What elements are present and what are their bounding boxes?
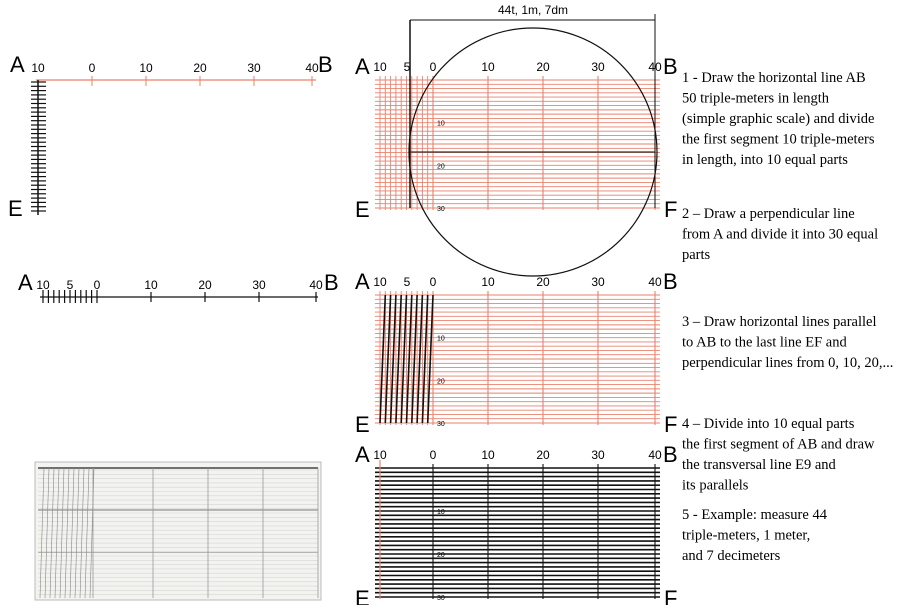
- point-label: B: [324, 270, 339, 295]
- step-text: 3 – Draw horizontal lines parallel: [682, 314, 876, 330]
- step-text: 5 - Example: measure 44: [682, 507, 828, 523]
- scale-label: 10: [139, 61, 153, 75]
- scale-label: 40: [648, 448, 662, 462]
- scale-label: 0: [430, 448, 437, 462]
- scale-label: 10: [481, 448, 495, 462]
- step-text: to AB to the last line EF and: [682, 335, 847, 351]
- step-text: triple-meters, 1 meter,: [682, 528, 810, 544]
- scale-label: 10: [31, 61, 45, 75]
- point-label: A: [355, 442, 370, 467]
- scale-label: 10: [144, 278, 158, 292]
- point-label: B: [663, 442, 678, 467]
- step-text: (simple graphic scale) and divide: [682, 111, 874, 127]
- scale-label: 30: [591, 448, 605, 462]
- point-label: F: [664, 586, 677, 605]
- step-text: 1 - Draw the horizontal line AB: [682, 70, 866, 86]
- step-text: the first segment 10 triple-meters: [682, 132, 875, 148]
- scale-label: 0: [94, 278, 101, 292]
- side-label: 30: [437, 421, 445, 428]
- side-label: 30: [437, 595, 445, 602]
- point-label: E: [355, 412, 370, 437]
- side-label: 10: [437, 509, 445, 516]
- diagram: ABE10010203040AB10501020304044t, 1m, 7dm…: [0, 0, 919, 605]
- scale-label: 0: [430, 60, 437, 74]
- point-label: E: [355, 197, 370, 222]
- point-label: E: [355, 586, 370, 605]
- scale-label: 20: [198, 278, 212, 292]
- scale-label: 20: [193, 61, 207, 75]
- scale-label: 10: [36, 278, 50, 292]
- scale-label: 5: [404, 275, 411, 289]
- step-text: its parallels: [682, 478, 749, 494]
- point-label: A: [10, 52, 25, 77]
- scale-label: 40: [305, 61, 319, 75]
- scale-label: 10: [373, 60, 387, 74]
- scale-label: 30: [252, 278, 266, 292]
- side-label: 30: [437, 206, 445, 213]
- scale-label: 10: [481, 275, 495, 289]
- scale-label: 30: [247, 61, 261, 75]
- side-label: 20: [437, 378, 445, 385]
- side-label: 10: [437, 121, 445, 128]
- point-label: B: [318, 52, 333, 77]
- point-label: A: [355, 269, 370, 294]
- scale-label: 0: [430, 275, 437, 289]
- scale-label: 40: [648, 60, 662, 74]
- scale-label: 0: [89, 61, 96, 75]
- point-label: E: [8, 196, 23, 221]
- scale-label: 5: [404, 60, 411, 74]
- scale-label: 20: [536, 60, 550, 74]
- side-label: 20: [437, 552, 445, 559]
- point-label: B: [663, 54, 678, 79]
- step-text: parts: [682, 247, 711, 263]
- scale-label: 10: [373, 448, 387, 462]
- scale-label: 40: [309, 278, 323, 292]
- scale-label: 10: [481, 60, 495, 74]
- step-text: in length, into 10 equal parts: [682, 152, 848, 168]
- scale-label: 20: [536, 448, 550, 462]
- step-text: 4 – Divide into 10 equal parts: [682, 416, 855, 432]
- scale-label: 5: [67, 278, 74, 292]
- scale-label: 40: [648, 275, 662, 289]
- point-label: F: [664, 197, 677, 222]
- scale-label: 20: [536, 275, 550, 289]
- scale-label: 30: [591, 60, 605, 74]
- point-label: A: [355, 54, 370, 79]
- step-text: 2 – Draw a perpendicular line: [682, 206, 855, 222]
- step-text: the transversal line E9 and: [682, 457, 837, 473]
- step-text: perpendicular lines from 0, 10, 20,...: [682, 355, 893, 371]
- step-text: and 7 decimeters: [682, 548, 781, 564]
- step-text: from A and divide it into 30 equal: [682, 227, 878, 243]
- step-text: 50 triple-meters in length: [682, 91, 830, 107]
- scale-label: 30: [591, 275, 605, 289]
- side-label: 10: [437, 336, 445, 343]
- scale-label: 10: [373, 275, 387, 289]
- step-text: the first segment of AB and draw: [682, 437, 875, 453]
- point-label: F: [664, 412, 677, 437]
- point-label: A: [18, 270, 33, 295]
- point-label: B: [663, 269, 678, 294]
- side-label: 20: [437, 163, 445, 170]
- dimension-label: 44t, 1m, 7dm: [498, 3, 568, 17]
